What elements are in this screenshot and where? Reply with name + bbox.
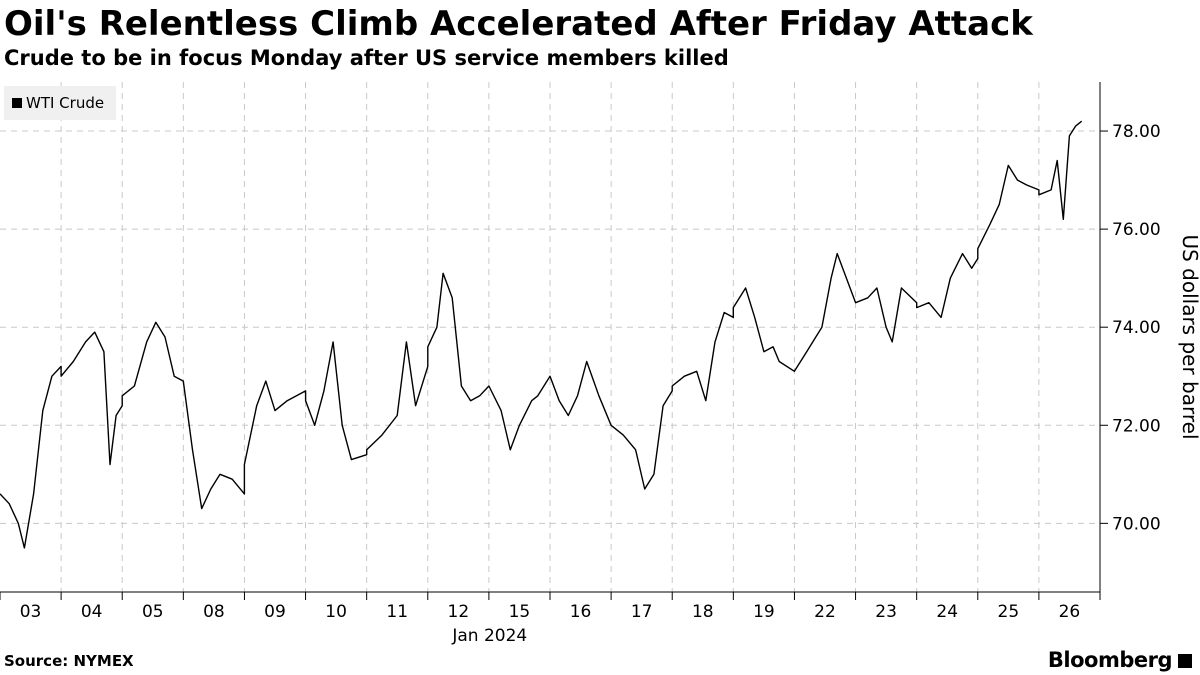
source-note: Source: NYMEX — [4, 652, 134, 670]
chart-title: Oil's Relentless Climb Accelerated After… — [4, 4, 1033, 44]
y-tick-label: 72.00 — [1112, 416, 1161, 436]
x-tick-label: 18 — [692, 602, 714, 622]
x-axis-sublabel: Jan 2024 — [451, 626, 527, 646]
y-axis-label: US dollars per barrel — [1178, 234, 1200, 439]
brand-name: Bloomberg — [1047, 648, 1173, 672]
x-tick-label: 12 — [448, 602, 470, 622]
legend-label: WTI Crude — [26, 94, 105, 112]
legend: WTI Crude — [4, 86, 117, 120]
x-tick-label: 26 — [1059, 602, 1081, 622]
y-tick-label: 74.00 — [1112, 318, 1161, 338]
x-tick-label: 24 — [936, 602, 958, 622]
x-tick-label: 15 — [509, 602, 531, 622]
x-tick-label: 23 — [875, 602, 897, 622]
x-tick-label: 25 — [998, 602, 1020, 622]
x-tick-label: 08 — [203, 602, 225, 622]
x-tick-label: 11 — [386, 602, 408, 622]
x-tick-label: 19 — [753, 602, 775, 622]
x-tick-label: 10 — [325, 602, 347, 622]
x-tick-label: 04 — [81, 602, 103, 622]
x-tick-label: 16 — [570, 602, 592, 622]
brand-logo: Bloomberg — [1048, 648, 1192, 672]
chart-subtitle: Crude to be in focus Monday after US ser… — [4, 46, 729, 70]
legend-swatch — [12, 98, 22, 108]
y-tick-label: 76.00 — [1112, 220, 1161, 240]
x-tick-label: 22 — [814, 602, 836, 622]
x-tick-label: 03 — [20, 602, 42, 622]
x-tick-label: 17 — [631, 602, 653, 622]
x-tick-label: 09 — [264, 602, 286, 622]
series-line-wti-crude — [0, 120, 1083, 549]
bloomberg-terminal-icon — [1178, 654, 1192, 668]
y-tick-label: 70.00 — [1112, 514, 1161, 534]
x-tick-label: 05 — [142, 602, 164, 622]
y-tick-label: 78.00 — [1112, 122, 1161, 142]
